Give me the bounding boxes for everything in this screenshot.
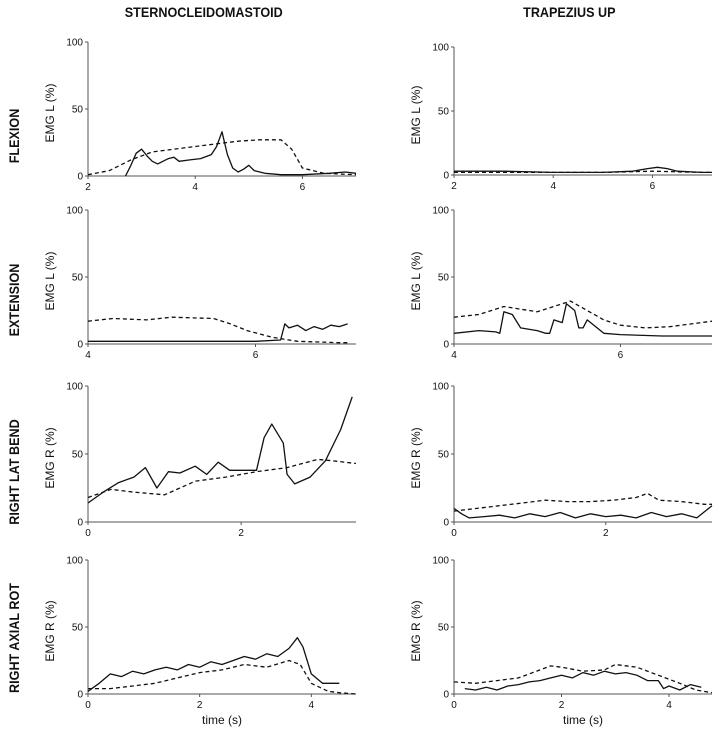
panel-2-series-solid-line [88, 323, 348, 342]
panel-1-xtick-label: 2 [451, 181, 457, 192]
panel-3-ytick-label: 50 [438, 273, 450, 284]
panel-1-series-dashed-line [454, 170, 712, 174]
panel-3-series-solid-line [453, 303, 712, 337]
panel-7-y-axis-label: EMG R (%) [409, 600, 423, 661]
panel-5-ytick-label: 0 [443, 518, 449, 529]
panel-1-ytick-label: 0 [443, 171, 449, 182]
panel-0-ytick-label: 0 [77, 172, 83, 183]
panel-2-ytick-label: 50 [72, 273, 84, 284]
panel-5-xtick-label: 2 [603, 528, 609, 539]
panel-7-xtick-label: 0 [451, 700, 457, 711]
panel-7-xtick-label: 4 [666, 700, 672, 711]
panel-4-series-dashed-line [87, 458, 357, 499]
panel-0-ytick-label: 100 [66, 38, 83, 49]
panel-5-ytick-label: 100 [432, 382, 449, 393]
panel-6-ytick-label: 0 [77, 690, 83, 701]
panel-3-y-axis-label: EMG L (%) [409, 252, 423, 311]
panel-6-series-solid-line [87, 637, 340, 692]
panel-4-ytick-label: 50 [72, 450, 84, 461]
panel-6-ytick-label: 100 [66, 556, 83, 567]
panel-0-y-axis-label: EMG L (%) [43, 84, 57, 143]
panel-5-ytick-label: 50 [438, 450, 450, 461]
panel-2-ytick-label: 100 [66, 206, 83, 217]
panel-7-series-dashed-line [453, 663, 713, 694]
panel-6-xtick-label: 4 [309, 700, 315, 711]
panel-6-x-axis-label: time (s) [202, 713, 242, 727]
panel-7-ytick-label: 100 [432, 556, 449, 567]
panel-0-series-solid-line [124, 131, 357, 177]
panel-5-series-dashed-line [453, 492, 712, 512]
panel-2-series-dashed-line [87, 316, 348, 344]
column-title-trapezius-up: TRAPEZIUS UP [523, 4, 616, 20]
panel-6-xtick-label: 0 [85, 700, 91, 711]
panel-0-ytick-label: 50 [72, 105, 84, 116]
panel-5-series-solid-line [453, 505, 713, 519]
panel-2-xtick-label: 6 [253, 350, 259, 361]
panel-4-series-solid-line [87, 396, 353, 504]
panel-4-xtick-label: 0 [85, 528, 91, 539]
panel-0-xtick-label: 2 [85, 182, 91, 193]
panel-2-y-axis-label: EMG L (%) [43, 252, 57, 311]
panel-3-series-dashed-line [453, 300, 713, 329]
panel-7-xtick-label: 2 [559, 700, 565, 711]
panel-5-y-axis-label: EMG R (%) [409, 427, 423, 488]
panel-4-xtick-label: 2 [238, 528, 244, 539]
panel-0-xtick-label: 4 [192, 182, 198, 193]
panel-1-y-axis-label: EMG L (%) [409, 86, 423, 145]
panel-5-xtick-label: 0 [451, 528, 457, 539]
panel-7-x-axis-label: time (s) [563, 713, 603, 727]
panel-2-ytick-label: 0 [77, 340, 83, 351]
panel-4-ytick-label: 100 [66, 382, 83, 393]
column-title-sternocleidomastoid: STERNOCLEIDOMASTOID [124, 4, 283, 20]
panel-7-ytick-label: 50 [438, 623, 450, 634]
panel-3-xtick-label: 4 [451, 350, 457, 361]
panel-0-series-dashed-line [87, 139, 357, 176]
panel-6-xtick-label: 2 [197, 700, 203, 711]
panel-3-ytick-label: 100 [432, 206, 449, 217]
panel-6-ytick-label: 50 [72, 623, 84, 634]
panel-1-ytick-label: 100 [432, 43, 449, 54]
panel-7-series-solid-line [464, 670, 702, 691]
panel-6-y-axis-label: EMG R (%) [43, 600, 57, 661]
panel-3-ytick-label: 0 [443, 340, 449, 351]
panel-4-y-axis-label: EMG R (%) [43, 427, 57, 488]
panel-4-ytick-label: 0 [77, 518, 83, 529]
panel-1-xtick-label: 6 [650, 181, 656, 192]
panel-6-series-dashed-line [88, 659, 357, 695]
panel-7-ytick-label: 0 [443, 690, 449, 701]
panel-2-xtick-label: 4 [85, 350, 91, 361]
panel-3-xtick-label: 6 [618, 350, 624, 361]
panel-1-ytick-label: 50 [438, 107, 450, 118]
panel-0-xtick-label: 6 [300, 182, 306, 193]
panel-1-xtick-label: 4 [550, 181, 556, 192]
